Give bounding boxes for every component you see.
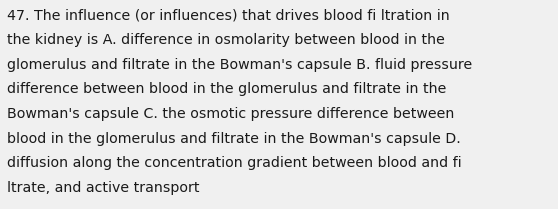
Text: difference between blood in the glomerulus and filtrate in the: difference between blood in the glomerul… bbox=[7, 82, 446, 96]
Text: Bowman's capsule C. the osmotic pressure difference between: Bowman's capsule C. the osmotic pressure… bbox=[7, 107, 455, 121]
Text: the kidney is A. difference in osmolarity between blood in the: the kidney is A. difference in osmolarit… bbox=[7, 33, 445, 47]
Text: glomerulus and filtrate in the Bowman's capsule B. fluid pressure: glomerulus and filtrate in the Bowman's … bbox=[7, 58, 473, 72]
Text: ltrate, and active transport: ltrate, and active transport bbox=[7, 181, 200, 195]
Text: 47. The influence (or influences) that drives blood fi ltration in: 47. The influence (or influences) that d… bbox=[7, 8, 450, 22]
Text: blood in the glomerulus and filtrate in the Bowman's capsule D.: blood in the glomerulus and filtrate in … bbox=[7, 132, 461, 146]
Text: diffusion along the concentration gradient between blood and fi: diffusion along the concentration gradie… bbox=[7, 156, 462, 170]
